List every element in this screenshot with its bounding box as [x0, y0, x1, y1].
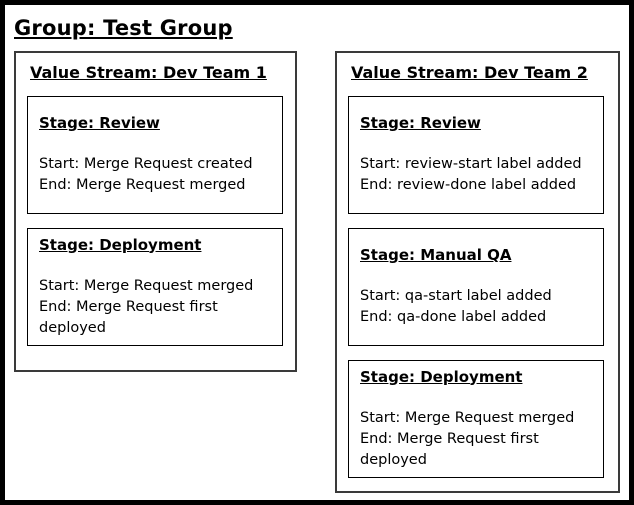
stage-title: Stage: Deployment [39, 235, 202, 254]
stage-end-line: End: review-done label added [360, 177, 577, 193]
value-stream-card-dev-team-1: Value Stream: Dev Team 1 Stage: Review S… [14, 51, 297, 372]
value-stream-title: Value Stream: Dev Team 1 [30, 63, 267, 82]
stage-card-deployment: Stage: Deployment Start: Merge Request m… [27, 228, 283, 346]
stage-end-line: End: Merge Request merged [39, 177, 246, 193]
stage-events: Start: Merge Request merged End: Merge R… [360, 408, 592, 471]
stage-card-deployment: Stage: Deployment Start: Merge Request m… [348, 360, 604, 478]
stage-events: Start: qa-start label added End: qa-done… [360, 286, 592, 328]
value-stream-title: Value Stream: Dev Team 2 [351, 63, 588, 82]
stage-title: Stage: Review [360, 114, 481, 132]
stage-card-review: Stage: Review Start: review-start label … [348, 96, 604, 214]
stage-card-review: Stage: Review Start: Merge Request creat… [27, 96, 283, 214]
stage-start-line: Start: Merge Request merged [39, 277, 254, 294]
stage-end-line: End: Merge Request first deployed [39, 298, 218, 336]
stage-start-line: Start: Merge Request created [39, 156, 253, 172]
stage-events: Start: Merge Request created End: Merge … [39, 154, 271, 196]
stage-title: Stage: Deployment [360, 367, 523, 386]
group-title: Group: Test Group [14, 16, 233, 40]
value-stream-card-dev-team-2: Value Stream: Dev Team 2 Stage: Review S… [335, 51, 620, 493]
stage-title: Stage: Review [39, 114, 160, 132]
stage-events: Start: review-start label added End: rev… [360, 154, 592, 196]
stage-events: Start: Merge Request merged End: Merge R… [39, 276, 271, 339]
value-stream-columns: Value Stream: Dev Team 1 Stage: Review S… [14, 51, 629, 493]
stage-start-line: Start: qa-start label added [360, 288, 552, 304]
stage-title: Stage: Manual QA [360, 246, 512, 264]
stage-end-line: End: qa-done label added [360, 309, 547, 325]
stage-start-line: Start: Merge Request merged [360, 409, 575, 426]
stage-card-manual-qa: Stage: Manual QA Start: qa-start label a… [348, 228, 604, 346]
stage-end-line: End: Merge Request first deployed [360, 430, 539, 468]
stage-start-line: Start: review-start label added [360, 156, 582, 172]
